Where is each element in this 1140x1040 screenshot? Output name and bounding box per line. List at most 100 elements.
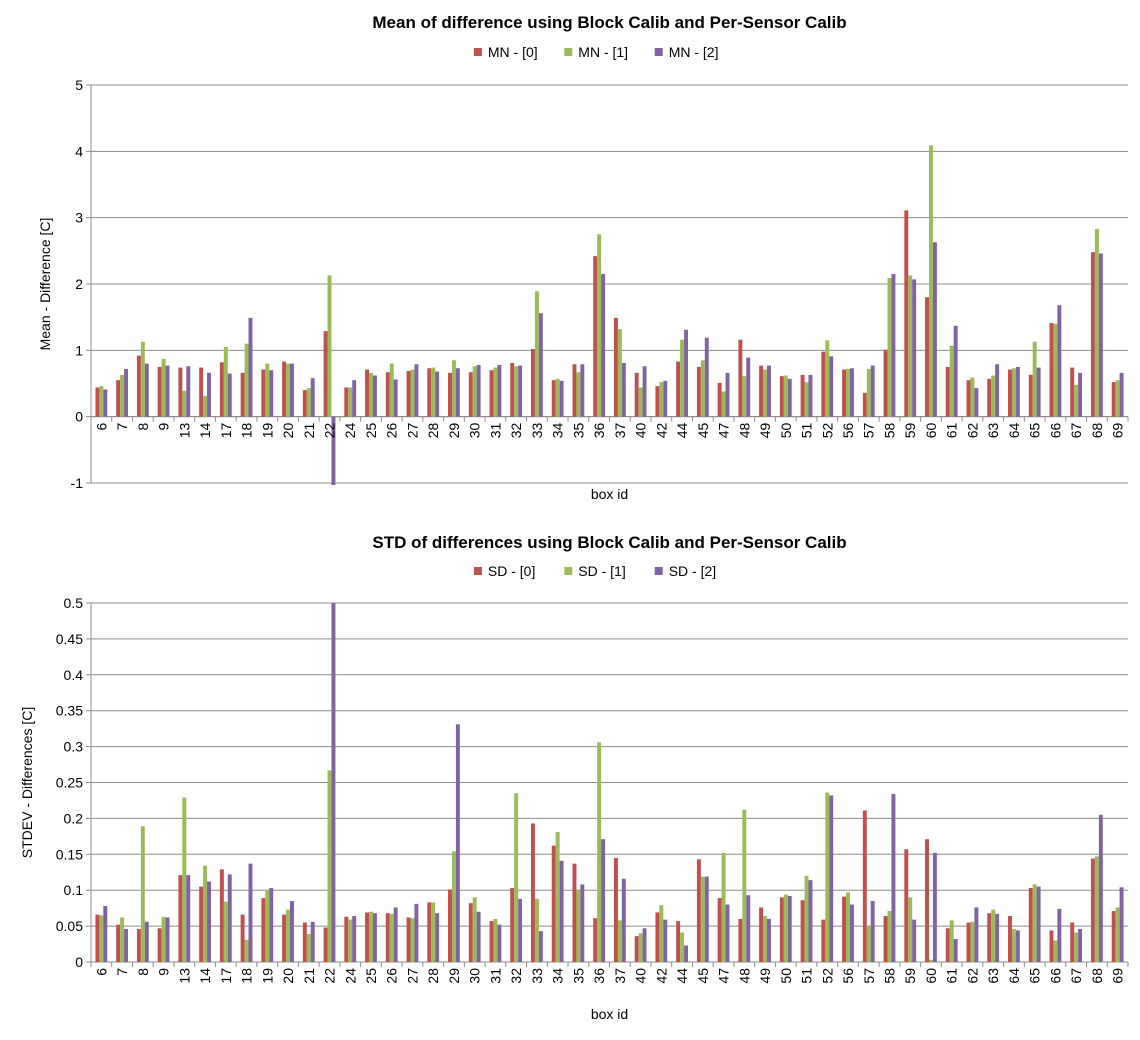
bar	[290, 363, 294, 417]
bar	[904, 210, 909, 417]
x-tick-label: 56	[840, 422, 856, 438]
bar	[103, 389, 108, 417]
bar	[510, 362, 515, 417]
bar	[680, 932, 685, 962]
bar	[282, 914, 287, 962]
bar	[829, 795, 834, 962]
bar	[700, 876, 705, 962]
x-tick-label: 24	[342, 968, 358, 984]
bar	[800, 374, 805, 417]
bar	[1036, 886, 1041, 962]
bar	[282, 361, 287, 417]
bar	[1015, 366, 1020, 417]
bar	[704, 876, 709, 962]
x-tick-label: 42	[653, 422, 669, 438]
bar	[348, 387, 353, 417]
bar	[203, 396, 208, 417]
bar	[120, 917, 125, 962]
bar	[700, 360, 705, 417]
bar	[161, 916, 166, 962]
bar	[493, 367, 498, 417]
bar	[203, 865, 208, 962]
bar	[621, 362, 626, 417]
x-tick-label: 21	[301, 422, 317, 438]
chart-title: Mean of difference using Block Calib and…	[372, 13, 846, 32]
bar	[219, 362, 224, 417]
bar	[684, 945, 689, 962]
bar	[949, 345, 954, 417]
bar	[572, 863, 577, 962]
bar	[613, 317, 618, 417]
bar	[746, 895, 751, 962]
bar	[497, 364, 502, 417]
bar	[576, 372, 581, 417]
bar	[269, 370, 274, 417]
bar	[261, 898, 266, 962]
bar	[344, 387, 349, 417]
x-tick-label: 32	[508, 422, 524, 438]
x-tick-label: 19	[259, 422, 275, 438]
bar	[1119, 372, 1124, 417]
bar	[136, 928, 141, 962]
bar	[825, 792, 830, 962]
bar	[621, 878, 626, 962]
bar	[763, 916, 768, 962]
bar	[974, 907, 979, 962]
x-tick-label: 30	[467, 422, 483, 438]
bar	[476, 364, 481, 417]
bar	[576, 889, 581, 962]
x-tick-label: 13	[176, 422, 192, 438]
bar	[286, 909, 291, 962]
legend-item: SD - [0]	[473, 563, 535, 579]
bar	[385, 372, 390, 417]
legend-swatch	[473, 567, 482, 575]
bar	[144, 363, 149, 417]
bar	[759, 907, 764, 962]
bar	[783, 894, 788, 962]
legend-swatch	[473, 48, 482, 56]
bar	[738, 918, 743, 962]
bar	[717, 898, 722, 962]
x-tick-label: 50	[778, 968, 794, 984]
x-axis-ticks: 6 7 8 9 13 14 17 18 19 20 21 22 24 25 26 27 28 29 30 31 32 33…	[90, 962, 1129, 984]
bar	[551, 380, 556, 417]
bar	[742, 376, 747, 417]
bar	[846, 368, 850, 417]
bar	[95, 387, 100, 417]
bar	[489, 370, 494, 417]
bar	[991, 909, 996, 962]
x-tick-label: 20	[280, 422, 296, 438]
legend-item: SD - [1]	[564, 563, 626, 579]
bar	[908, 275, 913, 417]
bar	[385, 913, 390, 962]
gridlines	[91, 602, 1128, 963]
bar	[290, 900, 294, 962]
y-tick-label: 0.15	[56, 846, 83, 862]
chart-title: STD of differences using Block Calib and…	[372, 533, 846, 552]
x-tick-label: 35	[570, 968, 586, 984]
bar	[1090, 252, 1095, 417]
legend: MN - [0] MN - [1] MN - [2]	[473, 44, 718, 60]
bar	[157, 366, 162, 417]
bar	[352, 916, 357, 962]
bar	[787, 895, 792, 962]
bar	[1057, 908, 1062, 962]
bar	[717, 382, 722, 417]
x-tick-label: 45	[695, 422, 711, 438]
bar	[995, 913, 1000, 962]
bar	[721, 852, 726, 962]
x-tick-label: 58	[881, 968, 897, 984]
x-tick-label: 14	[197, 422, 213, 438]
bar	[518, 365, 523, 417]
legend-swatch	[654, 48, 663, 56]
bar	[451, 851, 456, 962]
x-tick-label: 29	[446, 422, 462, 438]
x-tick-label: 62	[964, 422, 980, 438]
x-tick-label: 48	[736, 968, 752, 984]
bar	[634, 936, 639, 962]
chart-1: Mean of difference using Block Calib and…	[37, 13, 1129, 502]
bar	[555, 378, 560, 417]
bar	[223, 347, 228, 417]
bar	[663, 380, 668, 417]
bar	[269, 888, 274, 962]
